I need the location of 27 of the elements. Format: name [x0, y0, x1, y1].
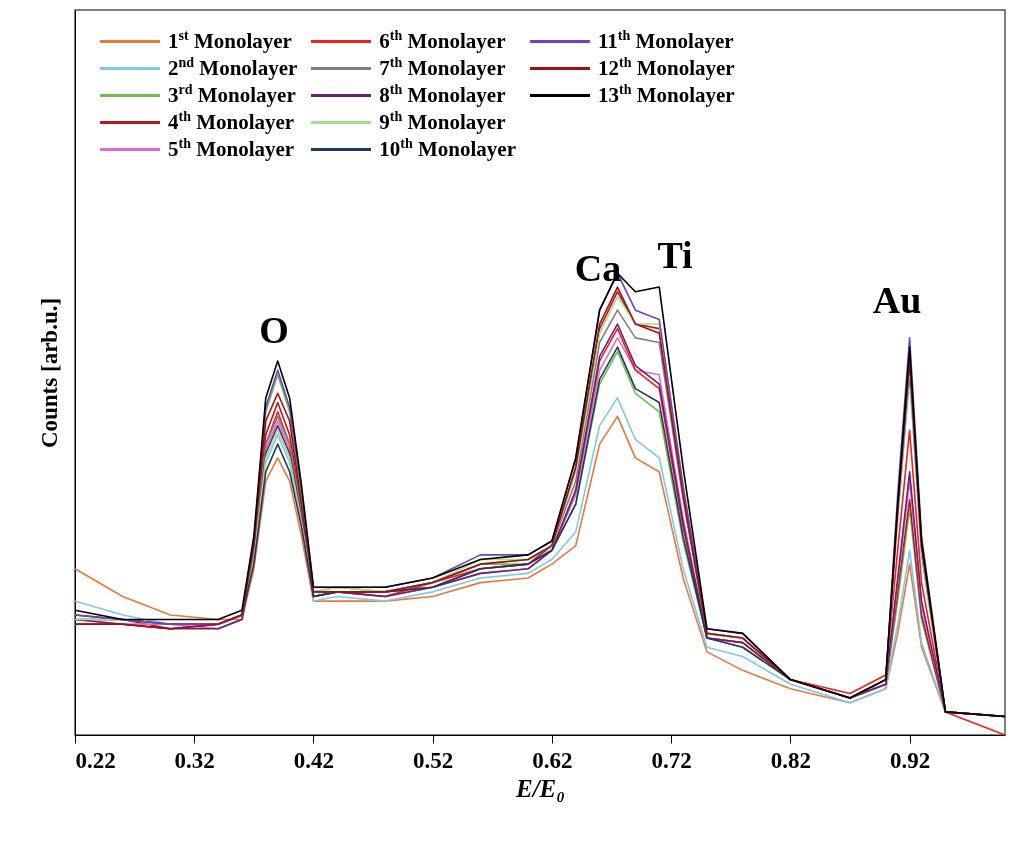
- legend-label: 10$^{th}$ Monolayer: [379, 136, 516, 162]
- legend-label: 5$^{th}$ Monolayer: [168, 136, 295, 162]
- x-tick-label: 0.92: [889, 747, 931, 773]
- legend-label: 13$^{th}$ Monolayer: [598, 82, 735, 108]
- legend-label: 6$^{th}$ Monolayer: [379, 28, 506, 54]
- legend-label: 12$^{th}$ Monolayer: [598, 55, 735, 81]
- annotation: Ca: [574, 246, 622, 290]
- legend-label: 11$^{th}$ Monolayer: [598, 28, 734, 54]
- x-tick-label: 0.22: [75, 747, 116, 773]
- legend-label: 9$^{th}$ Monolayer: [379, 109, 506, 135]
- x-tick-label: 0.42: [293, 747, 335, 773]
- x-tick-label: 0.82: [770, 747, 812, 773]
- x-tick-label: 0.72: [651, 747, 692, 773]
- annotation: Au: [872, 278, 922, 322]
- y-axis-title: Counts [arb.u.]: [36, 297, 62, 449]
- annotation: O: [259, 308, 289, 352]
- annotation: Ti: [657, 233, 693, 277]
- legend-label: 3$^{rd}$ Monolayer: [168, 82, 296, 108]
- x-tick-label: 0.62: [532, 747, 573, 773]
- legend-label: 1$^{st}$ Monolayer: [168, 28, 292, 54]
- legend-label: 2$^{nd}$ Monolayer: [168, 55, 298, 81]
- legend-label: 7$^{th}$ Monolayer: [379, 55, 506, 81]
- legend-label: 4$^{th}$ Monolayer: [168, 109, 295, 135]
- x-tick-label: 0.52: [413, 747, 454, 773]
- x-axis-title: E/E₀: [514, 774, 566, 802]
- legend-label: 8$^{th}$ Monolayer: [379, 82, 506, 108]
- x-tick-label: 0.32: [174, 747, 215, 773]
